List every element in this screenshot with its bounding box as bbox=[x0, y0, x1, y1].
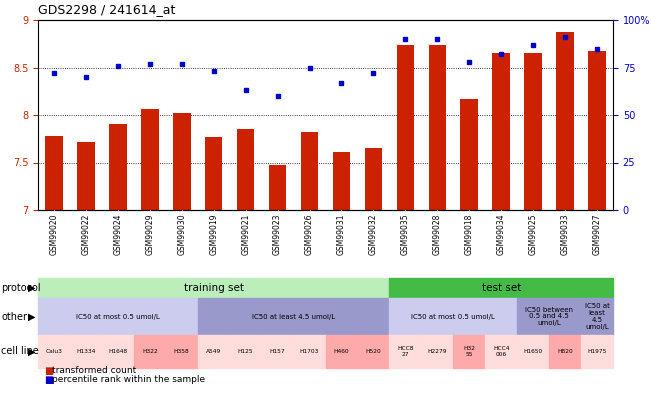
Bar bbox=[357, 335, 389, 368]
Text: H125: H125 bbox=[238, 349, 253, 354]
Text: HCC8
27: HCC8 27 bbox=[397, 346, 413, 357]
Bar bbox=[166, 335, 198, 368]
Bar bbox=[389, 298, 517, 335]
Text: GSM99024: GSM99024 bbox=[113, 213, 122, 255]
Text: Calu3: Calu3 bbox=[46, 349, 62, 354]
Bar bbox=[198, 298, 389, 335]
Bar bbox=[301, 132, 318, 210]
Bar bbox=[589, 51, 606, 210]
Bar bbox=[549, 335, 581, 368]
Text: H358: H358 bbox=[174, 349, 189, 354]
Text: GSM99032: GSM99032 bbox=[369, 213, 378, 255]
Bar bbox=[134, 335, 166, 368]
Text: H2279: H2279 bbox=[428, 349, 447, 354]
Bar bbox=[460, 99, 478, 210]
Text: ▶: ▶ bbox=[28, 283, 36, 293]
Text: GSM99034: GSM99034 bbox=[497, 213, 506, 255]
Text: H1334: H1334 bbox=[76, 349, 96, 354]
Text: ■: ■ bbox=[44, 375, 54, 385]
Text: H32
55: H32 55 bbox=[464, 346, 475, 357]
Bar bbox=[70, 335, 102, 368]
Text: ▶: ▶ bbox=[28, 311, 36, 322]
Bar bbox=[389, 335, 421, 368]
Text: HCC4
006: HCC4 006 bbox=[493, 346, 510, 357]
Text: GSM99020: GSM99020 bbox=[49, 213, 59, 255]
Text: GSM99025: GSM99025 bbox=[529, 213, 538, 255]
Bar bbox=[485, 335, 517, 368]
Text: IC50 at most 0.5 umol/L: IC50 at most 0.5 umol/L bbox=[76, 313, 159, 320]
Text: ■: ■ bbox=[44, 366, 54, 376]
Bar bbox=[237, 129, 255, 210]
Text: H820: H820 bbox=[557, 349, 573, 354]
Bar bbox=[262, 335, 294, 368]
Text: test set: test set bbox=[482, 283, 521, 293]
Text: cell line: cell line bbox=[1, 347, 39, 356]
Text: GSM99035: GSM99035 bbox=[401, 213, 410, 255]
Text: H1975: H1975 bbox=[587, 349, 607, 354]
Bar bbox=[517, 298, 581, 335]
Text: H1650: H1650 bbox=[523, 349, 543, 354]
Bar bbox=[396, 45, 414, 210]
Text: other: other bbox=[1, 311, 27, 322]
Bar bbox=[230, 335, 262, 368]
Text: IC50 between
0.5 and 4.5
umol/L: IC50 between 0.5 and 4.5 umol/L bbox=[525, 307, 573, 326]
Bar bbox=[38, 298, 198, 335]
Bar bbox=[389, 278, 613, 298]
Bar bbox=[173, 113, 191, 210]
Text: protocol: protocol bbox=[1, 283, 41, 293]
Text: GSM99026: GSM99026 bbox=[305, 213, 314, 255]
Text: GSM99022: GSM99022 bbox=[81, 213, 90, 255]
Text: GSM99033: GSM99033 bbox=[561, 213, 570, 255]
Text: H1703: H1703 bbox=[300, 349, 319, 354]
Bar bbox=[492, 53, 510, 210]
Bar bbox=[524, 53, 542, 210]
Bar bbox=[421, 335, 453, 368]
Bar bbox=[428, 45, 446, 210]
Text: H1648: H1648 bbox=[108, 349, 128, 354]
Text: IC50 at
least
4.5
umol/L: IC50 at least 4.5 umol/L bbox=[585, 303, 609, 330]
Text: ▶: ▶ bbox=[28, 347, 36, 356]
Bar bbox=[517, 335, 549, 368]
Bar bbox=[557, 32, 574, 210]
Bar bbox=[141, 109, 159, 210]
Text: GSM99019: GSM99019 bbox=[209, 213, 218, 255]
Text: H460: H460 bbox=[334, 349, 350, 354]
Text: H157: H157 bbox=[270, 349, 285, 354]
Bar bbox=[581, 335, 613, 368]
Text: GSM99030: GSM99030 bbox=[177, 213, 186, 255]
Text: percentile rank within the sample: percentile rank within the sample bbox=[52, 375, 206, 384]
Text: GSM99021: GSM99021 bbox=[241, 213, 250, 255]
Bar bbox=[294, 335, 326, 368]
Bar bbox=[581, 298, 613, 335]
Text: GSM99023: GSM99023 bbox=[273, 213, 282, 255]
Bar bbox=[38, 335, 70, 368]
Text: transformed count: transformed count bbox=[52, 366, 137, 375]
Text: GSM99029: GSM99029 bbox=[145, 213, 154, 255]
Bar bbox=[102, 335, 134, 368]
Bar bbox=[109, 124, 127, 210]
Text: IC50 at most 0.5 umol/L: IC50 at most 0.5 umol/L bbox=[411, 313, 495, 320]
Bar bbox=[453, 335, 485, 368]
Text: GDS2298 / 241614_at: GDS2298 / 241614_at bbox=[38, 3, 175, 16]
Text: GSM99031: GSM99031 bbox=[337, 213, 346, 255]
Text: H322: H322 bbox=[142, 349, 158, 354]
Text: IC50 at least 4.5 umol/L: IC50 at least 4.5 umol/L bbox=[252, 313, 335, 320]
Text: A549: A549 bbox=[206, 349, 221, 354]
Bar bbox=[205, 137, 223, 210]
Bar bbox=[333, 152, 350, 210]
Text: H520: H520 bbox=[366, 349, 381, 354]
Text: training set: training set bbox=[184, 283, 243, 293]
Bar bbox=[269, 165, 286, 210]
Text: GSM99027: GSM99027 bbox=[592, 213, 602, 255]
Bar bbox=[38, 278, 389, 298]
Bar bbox=[198, 335, 230, 368]
Text: GSM99028: GSM99028 bbox=[433, 213, 442, 255]
Text: GSM99018: GSM99018 bbox=[465, 213, 474, 255]
Bar bbox=[326, 335, 357, 368]
Bar bbox=[77, 142, 94, 210]
Bar bbox=[45, 136, 62, 210]
Bar bbox=[365, 148, 382, 210]
